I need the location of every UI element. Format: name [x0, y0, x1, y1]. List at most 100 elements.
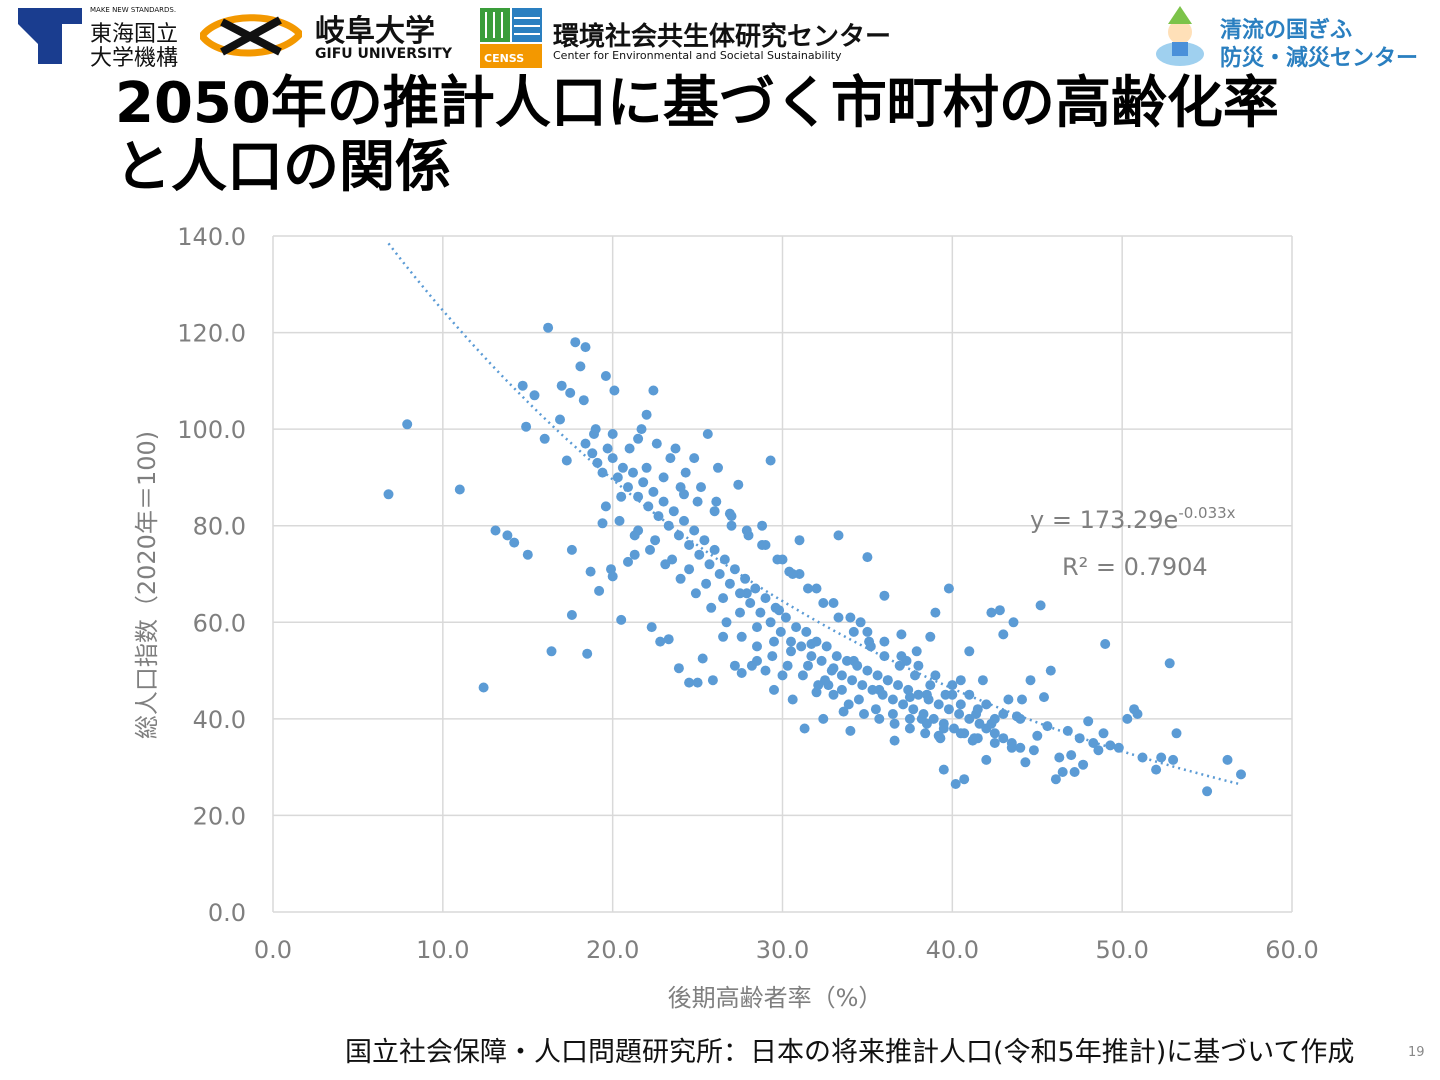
data-point — [638, 477, 649, 488]
data-point — [675, 482, 686, 493]
data-point — [799, 723, 810, 734]
data-point — [920, 728, 931, 739]
data-point — [964, 689, 975, 700]
data-point — [641, 409, 652, 420]
data-point — [845, 612, 856, 623]
data-point — [684, 677, 695, 688]
disaster-center-line1: 清流の国ぎふ — [1220, 18, 1353, 43]
data-point — [1008, 617, 1019, 628]
data-point — [943, 583, 954, 594]
data-point — [648, 486, 659, 497]
data-point — [1039, 692, 1049, 703]
data-point — [675, 573, 686, 584]
data-point — [1042, 721, 1053, 732]
data-point — [1137, 752, 1148, 763]
data-point — [921, 718, 932, 729]
data-point — [592, 457, 603, 468]
data-point — [1088, 738, 1099, 748]
data-point — [833, 530, 844, 541]
data-point — [383, 489, 394, 500]
data-point — [529, 390, 540, 401]
data-point — [855, 617, 866, 628]
data-point — [857, 680, 868, 691]
data-point — [955, 699, 966, 710]
data-point — [910, 670, 920, 681]
data-point — [594, 585, 605, 596]
data-point — [612, 472, 623, 483]
data-point — [1100, 639, 1111, 649]
data-point — [650, 535, 661, 546]
data-point — [706, 602, 717, 613]
data-point — [889, 735, 900, 746]
y-tick-label: 20.0 — [193, 802, 246, 830]
data-point — [998, 629, 1009, 640]
data-point — [1093, 745, 1104, 756]
data-point — [862, 552, 873, 563]
tokai-logo-icon — [18, 8, 82, 64]
data-point — [704, 559, 715, 570]
x-tick-label: 60.0 — [1265, 936, 1318, 964]
page-number: 19 — [1408, 1045, 1425, 1060]
data-point — [628, 467, 638, 478]
data-point — [853, 694, 864, 705]
data-point — [735, 607, 745, 618]
data-point — [575, 361, 586, 372]
trendline-equation-main: y = 173.29e — [1030, 506, 1178, 534]
data-point — [806, 651, 817, 662]
data-point — [724, 578, 735, 589]
data-point — [889, 718, 900, 729]
data-point — [714, 569, 725, 579]
data-point — [986, 607, 997, 618]
data-point — [565, 387, 576, 398]
data-point — [986, 718, 997, 729]
data-point — [709, 506, 720, 517]
data-point — [765, 455, 776, 466]
data-point — [1083, 716, 1094, 727]
data-point — [765, 617, 776, 628]
data-point — [402, 419, 413, 430]
tokai-tagline: MAKE NEW STANDARDS. — [90, 6, 177, 14]
data-point — [636, 424, 647, 435]
data-point — [736, 631, 747, 642]
data-point — [862, 626, 873, 637]
data-point — [786, 646, 796, 657]
data-point — [741, 525, 752, 536]
data-point — [959, 774, 970, 785]
data-point — [843, 699, 854, 710]
data-point — [617, 462, 628, 473]
data-point — [658, 472, 669, 483]
data-point — [600, 371, 611, 381]
data-point — [587, 448, 598, 459]
data-point — [543, 322, 554, 333]
data-point — [1057, 767, 1068, 777]
data-point — [772, 554, 783, 565]
data-point — [989, 738, 1000, 748]
data-point — [736, 668, 747, 678]
data-point — [1113, 742, 1124, 753]
data-point — [757, 520, 768, 531]
data-point — [852, 660, 863, 671]
data-point — [673, 530, 684, 541]
data-point — [801, 626, 812, 637]
data-point — [623, 556, 633, 567]
data-point — [517, 380, 528, 391]
data-point — [887, 709, 898, 719]
data-point — [981, 754, 992, 765]
data-point — [981, 699, 992, 710]
data-point — [760, 593, 771, 604]
data-point — [872, 670, 883, 681]
data-point — [616, 491, 627, 502]
data-point — [879, 590, 890, 601]
data-point — [760, 665, 771, 676]
data-point — [539, 433, 550, 444]
x-tick-label: 30.0 — [756, 936, 809, 964]
data-point — [964, 646, 975, 657]
x-tick-label: 50.0 — [1095, 936, 1148, 964]
data-point — [679, 515, 689, 526]
data-point — [616, 614, 627, 625]
data-point — [955, 675, 966, 686]
data-point — [1045, 665, 1056, 676]
data-point — [930, 670, 941, 681]
data-point — [602, 443, 613, 454]
data-point — [896, 629, 907, 640]
